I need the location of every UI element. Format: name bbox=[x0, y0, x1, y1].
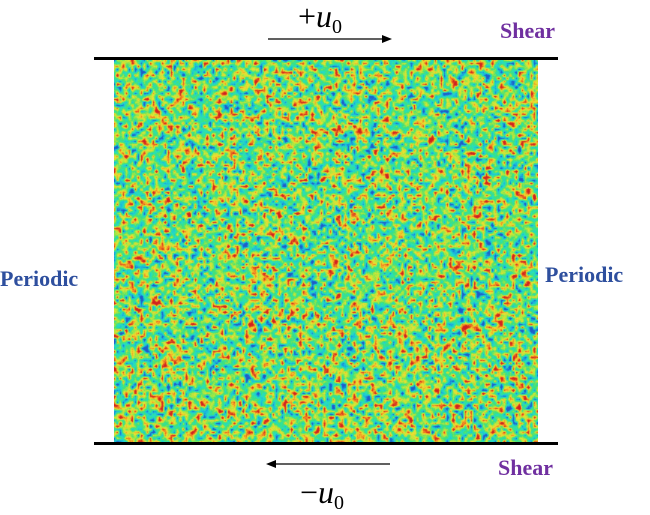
bottom-wall bbox=[94, 442, 558, 445]
left-periodic-label: Periodic bbox=[0, 266, 79, 291]
bottom-velocity-symbol: u bbox=[318, 474, 335, 510]
top-velocity-label: +u0 bbox=[298, 0, 342, 39]
bottom-left-arrow-icon bbox=[266, 460, 390, 468]
bottom-shear-label: Shear bbox=[498, 455, 553, 480]
top-velocity-subscript: 0 bbox=[332, 16, 343, 38]
bottom-velocity-label: −u0 bbox=[300, 474, 344, 515]
top-wall bbox=[94, 57, 558, 60]
top-right-arrow-icon bbox=[268, 35, 392, 43]
top-velocity-sign: + bbox=[298, 0, 317, 34]
bottom-velocity-subscript: 0 bbox=[334, 492, 345, 514]
top-shear-label: Shear bbox=[500, 18, 555, 43]
turbulence-field bbox=[114, 60, 538, 443]
bottom-velocity-sign: − bbox=[300, 474, 319, 510]
top-velocity-symbol: u bbox=[316, 0, 333, 34]
right-periodic-label: Periodic bbox=[545, 262, 624, 287]
